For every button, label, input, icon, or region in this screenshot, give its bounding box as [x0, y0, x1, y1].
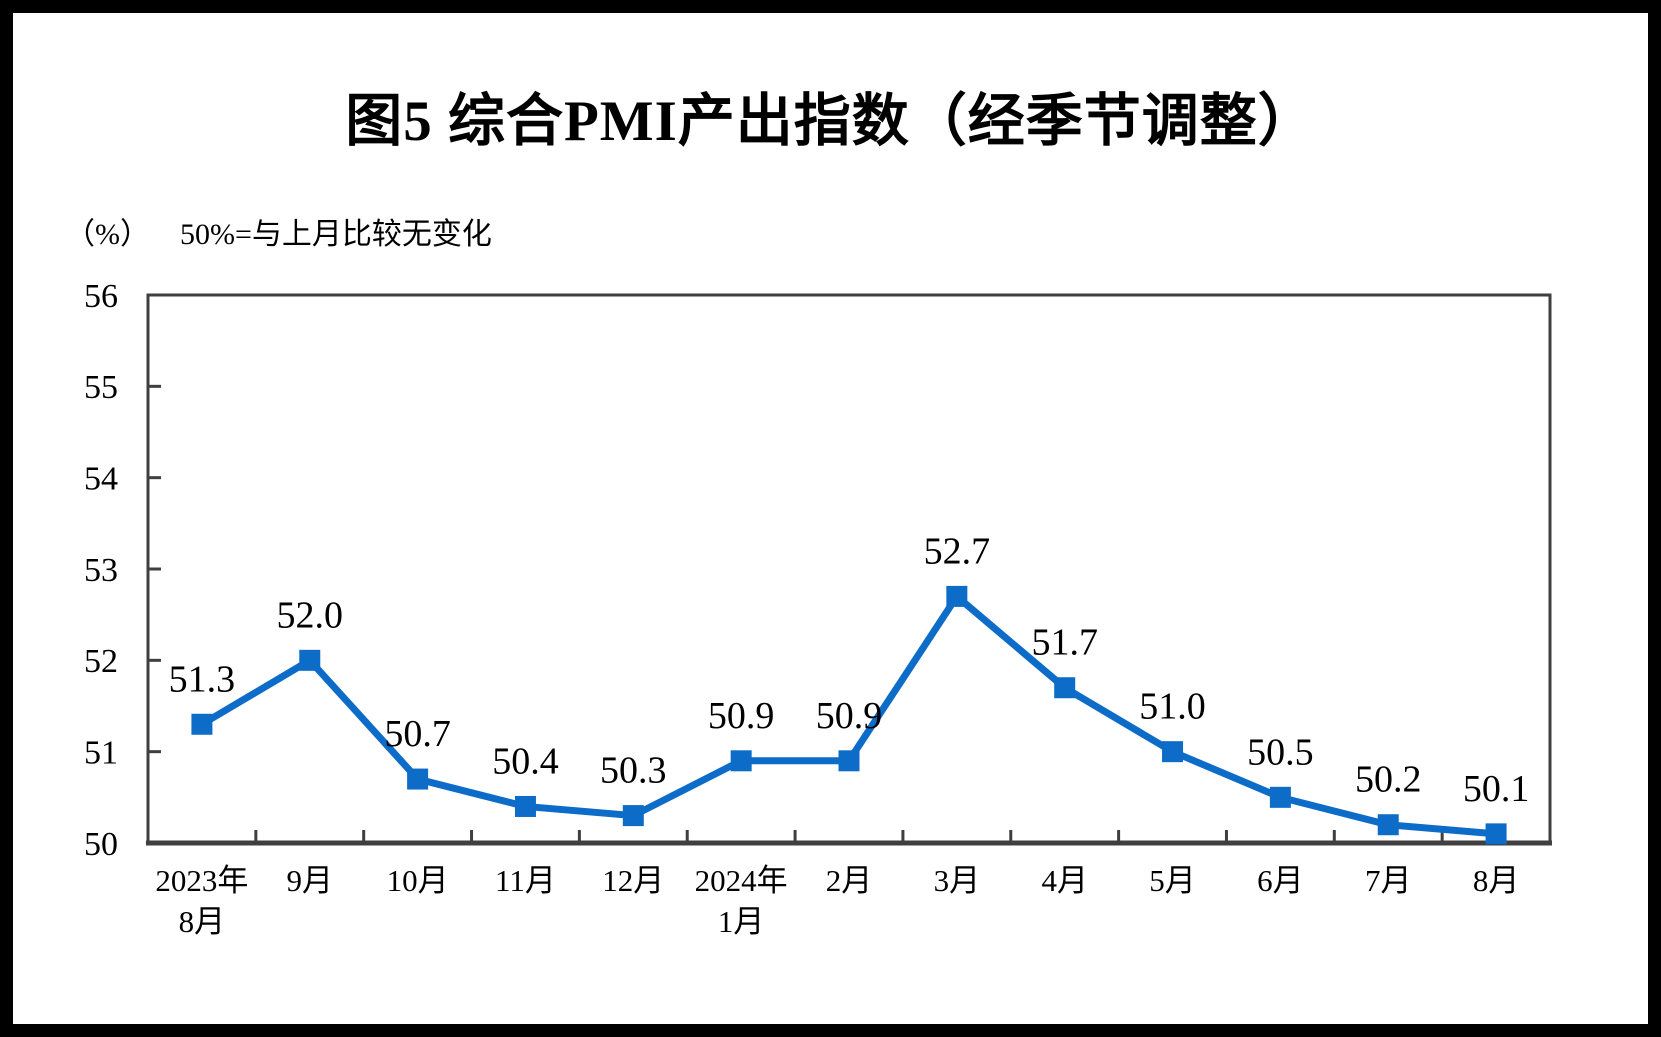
y-axis-tick-label: 53	[84, 552, 118, 589]
y-axis-unit-label: （%）	[65, 218, 150, 251]
y-axis-tick-label: 51	[84, 735, 118, 772]
data-point-marker	[191, 713, 213, 735]
x-axis-category-label: 4月	[1041, 863, 1088, 898]
data-point-label: 51.0	[1139, 686, 1206, 728]
data-point-marker	[514, 795, 536, 817]
data-point-marker	[1054, 677, 1076, 699]
axis-note: （%） 50%=与上月比较无变化	[65, 209, 492, 253]
data-point-label: 50.9	[816, 695, 883, 737]
data-point-label: 50.4	[492, 740, 559, 782]
reference-note: 50%=与上月比较无变化	[180, 218, 492, 251]
x-axis-category-label: 8月	[1473, 863, 1520, 898]
data-point-marker	[946, 585, 968, 607]
data-point-marker	[1377, 814, 1399, 836]
data-point-marker	[1162, 741, 1184, 763]
data-point-label: 52.0	[277, 594, 344, 636]
data-point-label: 52.7	[924, 530, 991, 572]
data-point-label: 50.5	[1247, 731, 1314, 773]
y-axis-tick-label: 54	[84, 461, 118, 498]
x-axis-category-label: 5月	[1149, 863, 1196, 898]
data-point-label: 50.2	[1355, 759, 1422, 801]
x-axis-category-label: 10月	[387, 863, 449, 898]
data-point-label: 50.3	[600, 750, 667, 792]
x-axis-category-label: 1月	[718, 904, 765, 939]
x-axis-category-label: 7月	[1365, 863, 1412, 898]
x-axis-category-label: 2月	[826, 863, 873, 898]
data-point-label: 51.3	[169, 658, 236, 700]
data-point-marker	[407, 768, 429, 790]
data-point-label: 50.9	[708, 695, 775, 737]
data-point-marker	[1485, 823, 1507, 845]
data-point-label: 51.7	[1031, 622, 1098, 664]
data-point-marker	[1269, 786, 1291, 808]
y-axis-tick-label: 52	[84, 643, 118, 680]
data-point-label: 50.7	[384, 713, 451, 755]
y-axis-tick-label: 55	[84, 369, 118, 406]
y-axis-tick-label: 50	[84, 826, 118, 863]
data-point-label: 50.1	[1463, 768, 1530, 810]
x-axis-category-label: 3月	[934, 863, 981, 898]
x-axis-category-label: 9月	[287, 863, 334, 898]
x-axis-category-label: 8月	[179, 904, 226, 939]
data-point-marker	[838, 750, 860, 772]
data-point-marker	[622, 805, 644, 827]
pmi-line-chart: 50 51 52 53 54 55 56 2023年 8月 9月 10月 11月 12月 2024年 1月 2…	[84, 278, 1552, 939]
x-axis-category-label: 2024年	[695, 863, 788, 898]
y-axis-tick-label: 56	[84, 278, 118, 315]
x-axis-category-label: 2023年	[155, 863, 248, 898]
x-axis-category-label: 12月	[602, 863, 664, 898]
x-axis-category-label: 11月	[495, 863, 556, 898]
data-point-marker	[299, 649, 321, 671]
chart-title: 图5 综合PMI产出指数（经季节调整）	[345, 90, 1316, 153]
x-axis-category-label: 6月	[1257, 863, 1304, 898]
data-point-marker	[730, 750, 752, 772]
